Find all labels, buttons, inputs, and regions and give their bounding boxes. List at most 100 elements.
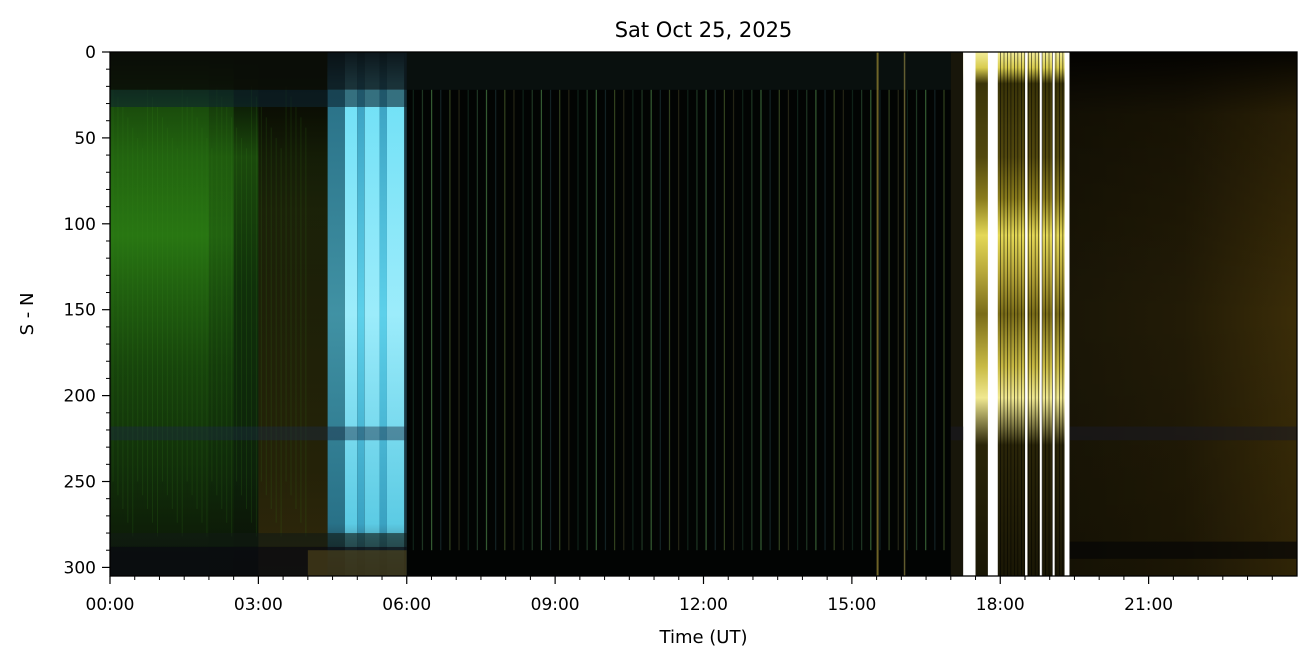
dark-line [1003,52,1005,576]
vertical-streak [559,89,561,551]
aurora-streak [196,117,198,509]
dark-line [1010,52,1012,576]
vertical-streak [513,89,515,551]
aurora-streak [241,137,243,496]
dark-line [1000,52,1001,576]
y-tick-label: 200 [64,387,96,407]
vertical-streak [723,89,726,551]
vertical-streak [504,89,506,551]
vertical-streak [586,89,588,551]
vertical-streak [925,89,927,551]
horizontal-band [1069,426,1297,441]
horizontal-band [110,533,407,547]
vertical-streak [412,89,414,551]
segment-green-bright [208,52,234,576]
aurora-streak [137,137,139,482]
vertical-streak [632,89,634,551]
aurora-streak [265,117,267,496]
vertical-streak [467,89,469,551]
aurora-streak [127,117,129,523]
white-gap [1039,52,1043,576]
vertical-streak [668,89,671,551]
vertical-streak [879,89,881,551]
white-gap [963,52,976,576]
dark-line [1059,52,1060,576]
white-gap [1064,52,1070,576]
dark-line [1024,52,1026,576]
aurora-streak [206,137,208,537]
vertical-streak [678,89,680,551]
vertical-streak [540,89,543,551]
vertical-streak [613,89,616,551]
aurora-streak [231,117,233,537]
aurora-streak [166,127,168,496]
aurora-streak [305,127,307,537]
dark-line [1055,52,1057,576]
x-tick-label: 15:00 [827,595,876,615]
aurora-streak [161,117,163,482]
vertical-streak [870,89,872,551]
aurora-streak [295,106,297,509]
segment-twilight-yellow [963,52,1070,576]
dark-line [1027,52,1029,576]
vertical-streak [696,89,698,551]
dark-line [1052,52,1053,576]
vertical-streak [531,89,533,551]
x-tick-label: 03:00 [234,595,283,615]
horizontal-band [950,426,964,441]
dark-line [1048,52,1050,576]
aurora-streak [255,96,257,537]
aurora-streak [216,86,218,496]
y-tick-label: 300 [64,558,96,578]
vertical-streak [824,89,826,551]
vertical-streak [815,89,817,551]
vertical-streak [650,89,652,551]
aurora-streak [181,86,183,537]
segment-olive [258,52,328,576]
horizontal-band [110,426,407,441]
y-tick-label: 250 [64,473,96,493]
aurora-streak [147,86,149,509]
vertical-streak [897,89,899,551]
vertical-streak [430,89,433,551]
vertical-streak [861,89,863,551]
white-gap [1052,52,1055,576]
dark-line [1038,52,1039,576]
x-tick-label: 09:00 [531,595,580,615]
y-tick-label: 150 [64,301,96,321]
aurora-streak [171,137,173,509]
aurora-streak [191,106,193,496]
vertical-streak [934,89,936,551]
white-gap [987,52,998,576]
dark-line [1021,52,1022,576]
vertical-streak [943,89,945,551]
vertical-streak [903,52,906,576]
aurora-streak [275,137,277,523]
vertical-streak [742,89,744,551]
vertical-streak [476,89,478,551]
plot-area [110,52,1297,576]
vertical-streak [760,89,762,551]
aurora-streak [142,148,144,496]
aurora-streak [112,86,114,482]
aurora-streak [117,96,119,496]
horizontal-band [307,550,407,576]
dark-line [1031,52,1033,576]
dark-line [1017,52,1019,576]
aurora-streak [221,96,223,509]
x-tick-label: 06:00 [382,595,431,615]
aurora-streak [300,117,302,523]
aurora-streak [260,106,262,482]
x-tick-label: 18:00 [976,595,1025,615]
aurora-streak [122,106,124,509]
dark-line [1007,52,1008,576]
aurora-streak [246,148,247,509]
vertical-streak [440,89,442,551]
vertical-streak [604,89,607,551]
vertical-streak [577,89,579,551]
aurora-streak [132,127,134,537]
vertical-streak [842,89,844,551]
dark-line [1041,52,1043,576]
vertical-streak [915,89,918,551]
